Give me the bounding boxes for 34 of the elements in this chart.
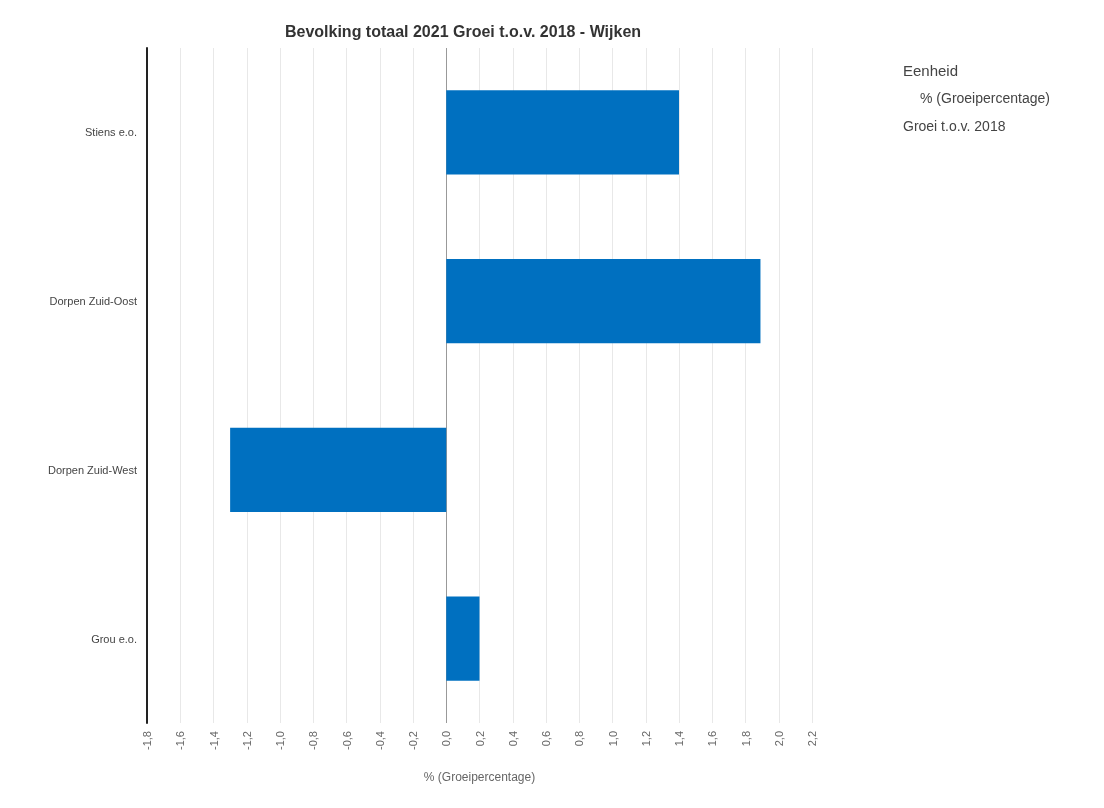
text: Groei t.o.v. 2018 <box>903 118 1006 134</box>
x-tick-label: -0,8 <box>307 731 320 750</box>
x-tick-label: -0,6 <box>340 731 353 750</box>
bar <box>230 427 447 513</box>
x-tick-label: 1,4 <box>673 731 685 747</box>
x-tick-label: 0,6 <box>540 731 552 747</box>
x-tick-label: -1,8 <box>141 731 153 750</box>
x-tick-label: 0,8 <box>573 731 586 747</box>
x-tick-label: 1,0 <box>606 731 619 747</box>
x-tick-label: 1,6 <box>706 731 719 747</box>
bar <box>446 90 679 175</box>
x-tick-label: -1,6 <box>174 731 187 750</box>
x-tick-label: -0,4 <box>373 731 386 750</box>
x-tick-label: 0,2 <box>473 731 486 747</box>
y-tick-label: Grou e.o. <box>91 632 137 645</box>
bar <box>446 596 480 681</box>
x-tick-label: -0,2 <box>407 731 419 750</box>
x-tick-label: -1,2 <box>240 731 253 750</box>
x-tick-label: 1,8 <box>739 731 752 747</box>
x-tick-label: 2,2 <box>806 731 818 747</box>
y-tick-label: Dorpen Zuid-Oost <box>49 295 137 308</box>
y-tick-label: Dorpen Zuid-West <box>47 463 137 476</box>
legend-title: Eenheid <box>903 62 959 79</box>
x-tick-label: -1,0 <box>274 731 286 750</box>
x-tick-label: 2,0 <box>772 731 785 747</box>
bar <box>446 258 761 344</box>
x-tick-label: 0,0 <box>440 731 453 747</box>
y-tick-label: Stiens e.o. <box>85 126 137 139</box>
x-axis-title: % (Groeipercentage) <box>423 770 536 784</box>
x-tick-label: -1,4 <box>207 731 220 750</box>
x-tick-label: 0,4 <box>506 731 519 747</box>
chart-title: Bevolking totaal 2021 Groei t.o.v. 2018 - Wijken <box>284 22 642 40</box>
text: % (Groeipercentage) <box>920 90 1050 106</box>
x-tick-label: 1,2 <box>639 731 652 747</box>
